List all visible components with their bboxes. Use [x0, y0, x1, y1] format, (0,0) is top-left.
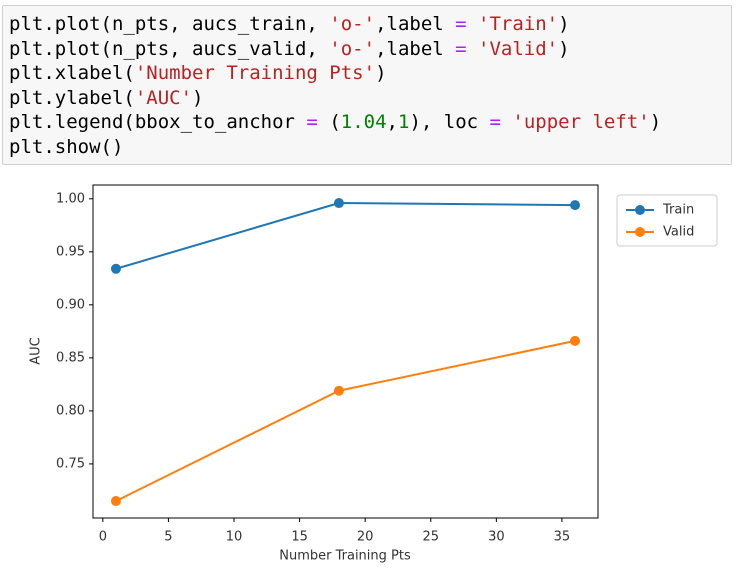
code-token: 'o-' [329, 13, 376, 35]
code-line: plt.legend(bbox_to_anchor = (1.04,1), lo… [9, 110, 731, 135]
legend-label: Train [662, 203, 694, 218]
code-token: 'Number Training Pts' [134, 62, 376, 84]
code-token: ) [558, 13, 570, 35]
code-line: plt.xlabel('Number Training Pts') [9, 61, 731, 86]
code-token: plt.plot(n_pts, aucs_valid, [9, 37, 330, 60]
code-line: plt.plot(n_pts, aucs_valid, 'o-',label =… [9, 37, 731, 62]
x-tick-label: 35 [554, 530, 571, 545]
y-tick-label: 0.90 [56, 297, 85, 312]
code-token: 'AUC' [134, 86, 193, 109]
legend-label: Valid [663, 225, 694, 240]
y-tick-label: 1.00 [56, 191, 85, 206]
code-token: = [306, 111, 318, 133]
y-tick-label: 0.95 [56, 244, 85, 259]
code-token: 'o-' [329, 37, 376, 60]
marker [570, 200, 581, 211]
code-token: ), loc [409, 111, 490, 133]
x-tick-label: 30 [488, 530, 505, 545]
legend-marker [635, 205, 645, 215]
code-line: plt.show() [9, 135, 731, 160]
code-token: plt.plot(n_pts, aucs_train, [9, 13, 330, 35]
marker [110, 263, 121, 274]
code-token: plt.legend(bbox_to_anchor [9, 111, 307, 133]
code-token: 1 [397, 111, 410, 133]
code-token: = [455, 37, 479, 60]
x-tick-label: 5 [164, 530, 172, 545]
y-tick-label: 0.75 [56, 456, 85, 471]
y-axis-label: AUC [29, 337, 44, 365]
code-token: ) [649, 111, 662, 133]
code-token: 'upper left' [512, 111, 650, 133]
x-tick-label: 0 [99, 530, 107, 545]
code-token: 'Valid' [478, 37, 559, 60]
x-axis-label: Number Training Pts [279, 549, 411, 564]
y-tick-label: 0.85 [56, 350, 85, 365]
code-token: ) [192, 86, 204, 109]
code-token: ) [558, 37, 570, 60]
legend-marker [635, 227, 645, 237]
x-tick-label: 25 [422, 530, 439, 545]
x-tick-label: 10 [226, 530, 243, 545]
code-token: ( [317, 111, 341, 133]
x-tick-label: 20 [357, 530, 374, 545]
code-token: plt.ylabel( [9, 86, 135, 109]
marker [110, 496, 121, 507]
series-line [115, 339, 576, 502]
code-token: = [455, 13, 479, 35]
y-tick-label: 0.80 [56, 403, 85, 418]
code-cell[interactable]: plt.plot(n_pts, aucs_train, 'o-',label =… [2, 5, 732, 165]
axes-frame [92, 184, 599, 519]
code-token: ,label [375, 37, 456, 60]
code-token: ,label [375, 13, 456, 35]
code-token: plt.show() [9, 135, 124, 158]
code-token: ) [375, 62, 387, 84]
marker [570, 335, 581, 346]
code-token: plt.xlabel( [9, 62, 135, 84]
code-token: 'Train' [478, 13, 559, 35]
code-token: = [489, 111, 513, 133]
code-token: 1.04 [340, 111, 387, 133]
series-line [115, 202, 576, 270]
marker [333, 385, 344, 396]
x-tick-label: 15 [291, 530, 308, 545]
marker [333, 198, 344, 209]
code-token: , [386, 111, 398, 133]
code-line: plt.plot(n_pts, aucs_train, 'o-',label =… [9, 12, 731, 37]
code-line: plt.ylabel('AUC') [9, 86, 731, 111]
